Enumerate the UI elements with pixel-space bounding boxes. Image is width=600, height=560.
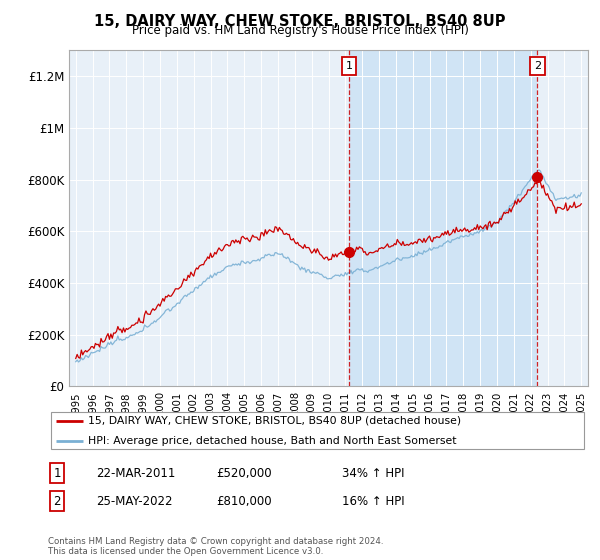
Text: 1: 1 [346, 61, 353, 71]
FancyBboxPatch shape [50, 413, 584, 449]
Text: Contains HM Land Registry data © Crown copyright and database right 2024.
This d: Contains HM Land Registry data © Crown c… [48, 536, 383, 556]
Text: £810,000: £810,000 [216, 494, 272, 508]
Text: 25-MAY-2022: 25-MAY-2022 [96, 494, 173, 508]
Text: HPI: Average price, detached house, Bath and North East Somerset: HPI: Average price, detached house, Bath… [89, 436, 457, 446]
Text: 34% ↑ HPI: 34% ↑ HPI [342, 466, 404, 480]
Text: 1: 1 [53, 466, 61, 480]
Text: 2: 2 [534, 61, 541, 71]
Text: 22-MAR-2011: 22-MAR-2011 [96, 466, 175, 480]
Text: 2: 2 [53, 494, 61, 508]
Text: 15, DAIRY WAY, CHEW STOKE, BRISTOL, BS40 8UP: 15, DAIRY WAY, CHEW STOKE, BRISTOL, BS40… [94, 14, 506, 29]
Bar [349, 50, 537, 386]
Text: 16% ↑ HPI: 16% ↑ HPI [342, 494, 404, 508]
Text: £520,000: £520,000 [216, 466, 272, 480]
Text: 15, DAIRY WAY, CHEW STOKE, BRISTOL, BS40 8UP (detached house): 15, DAIRY WAY, CHEW STOKE, BRISTOL, BS40… [89, 416, 461, 426]
Text: Price paid vs. HM Land Registry's House Price Index (HPI): Price paid vs. HM Land Registry's House … [131, 24, 469, 37]
